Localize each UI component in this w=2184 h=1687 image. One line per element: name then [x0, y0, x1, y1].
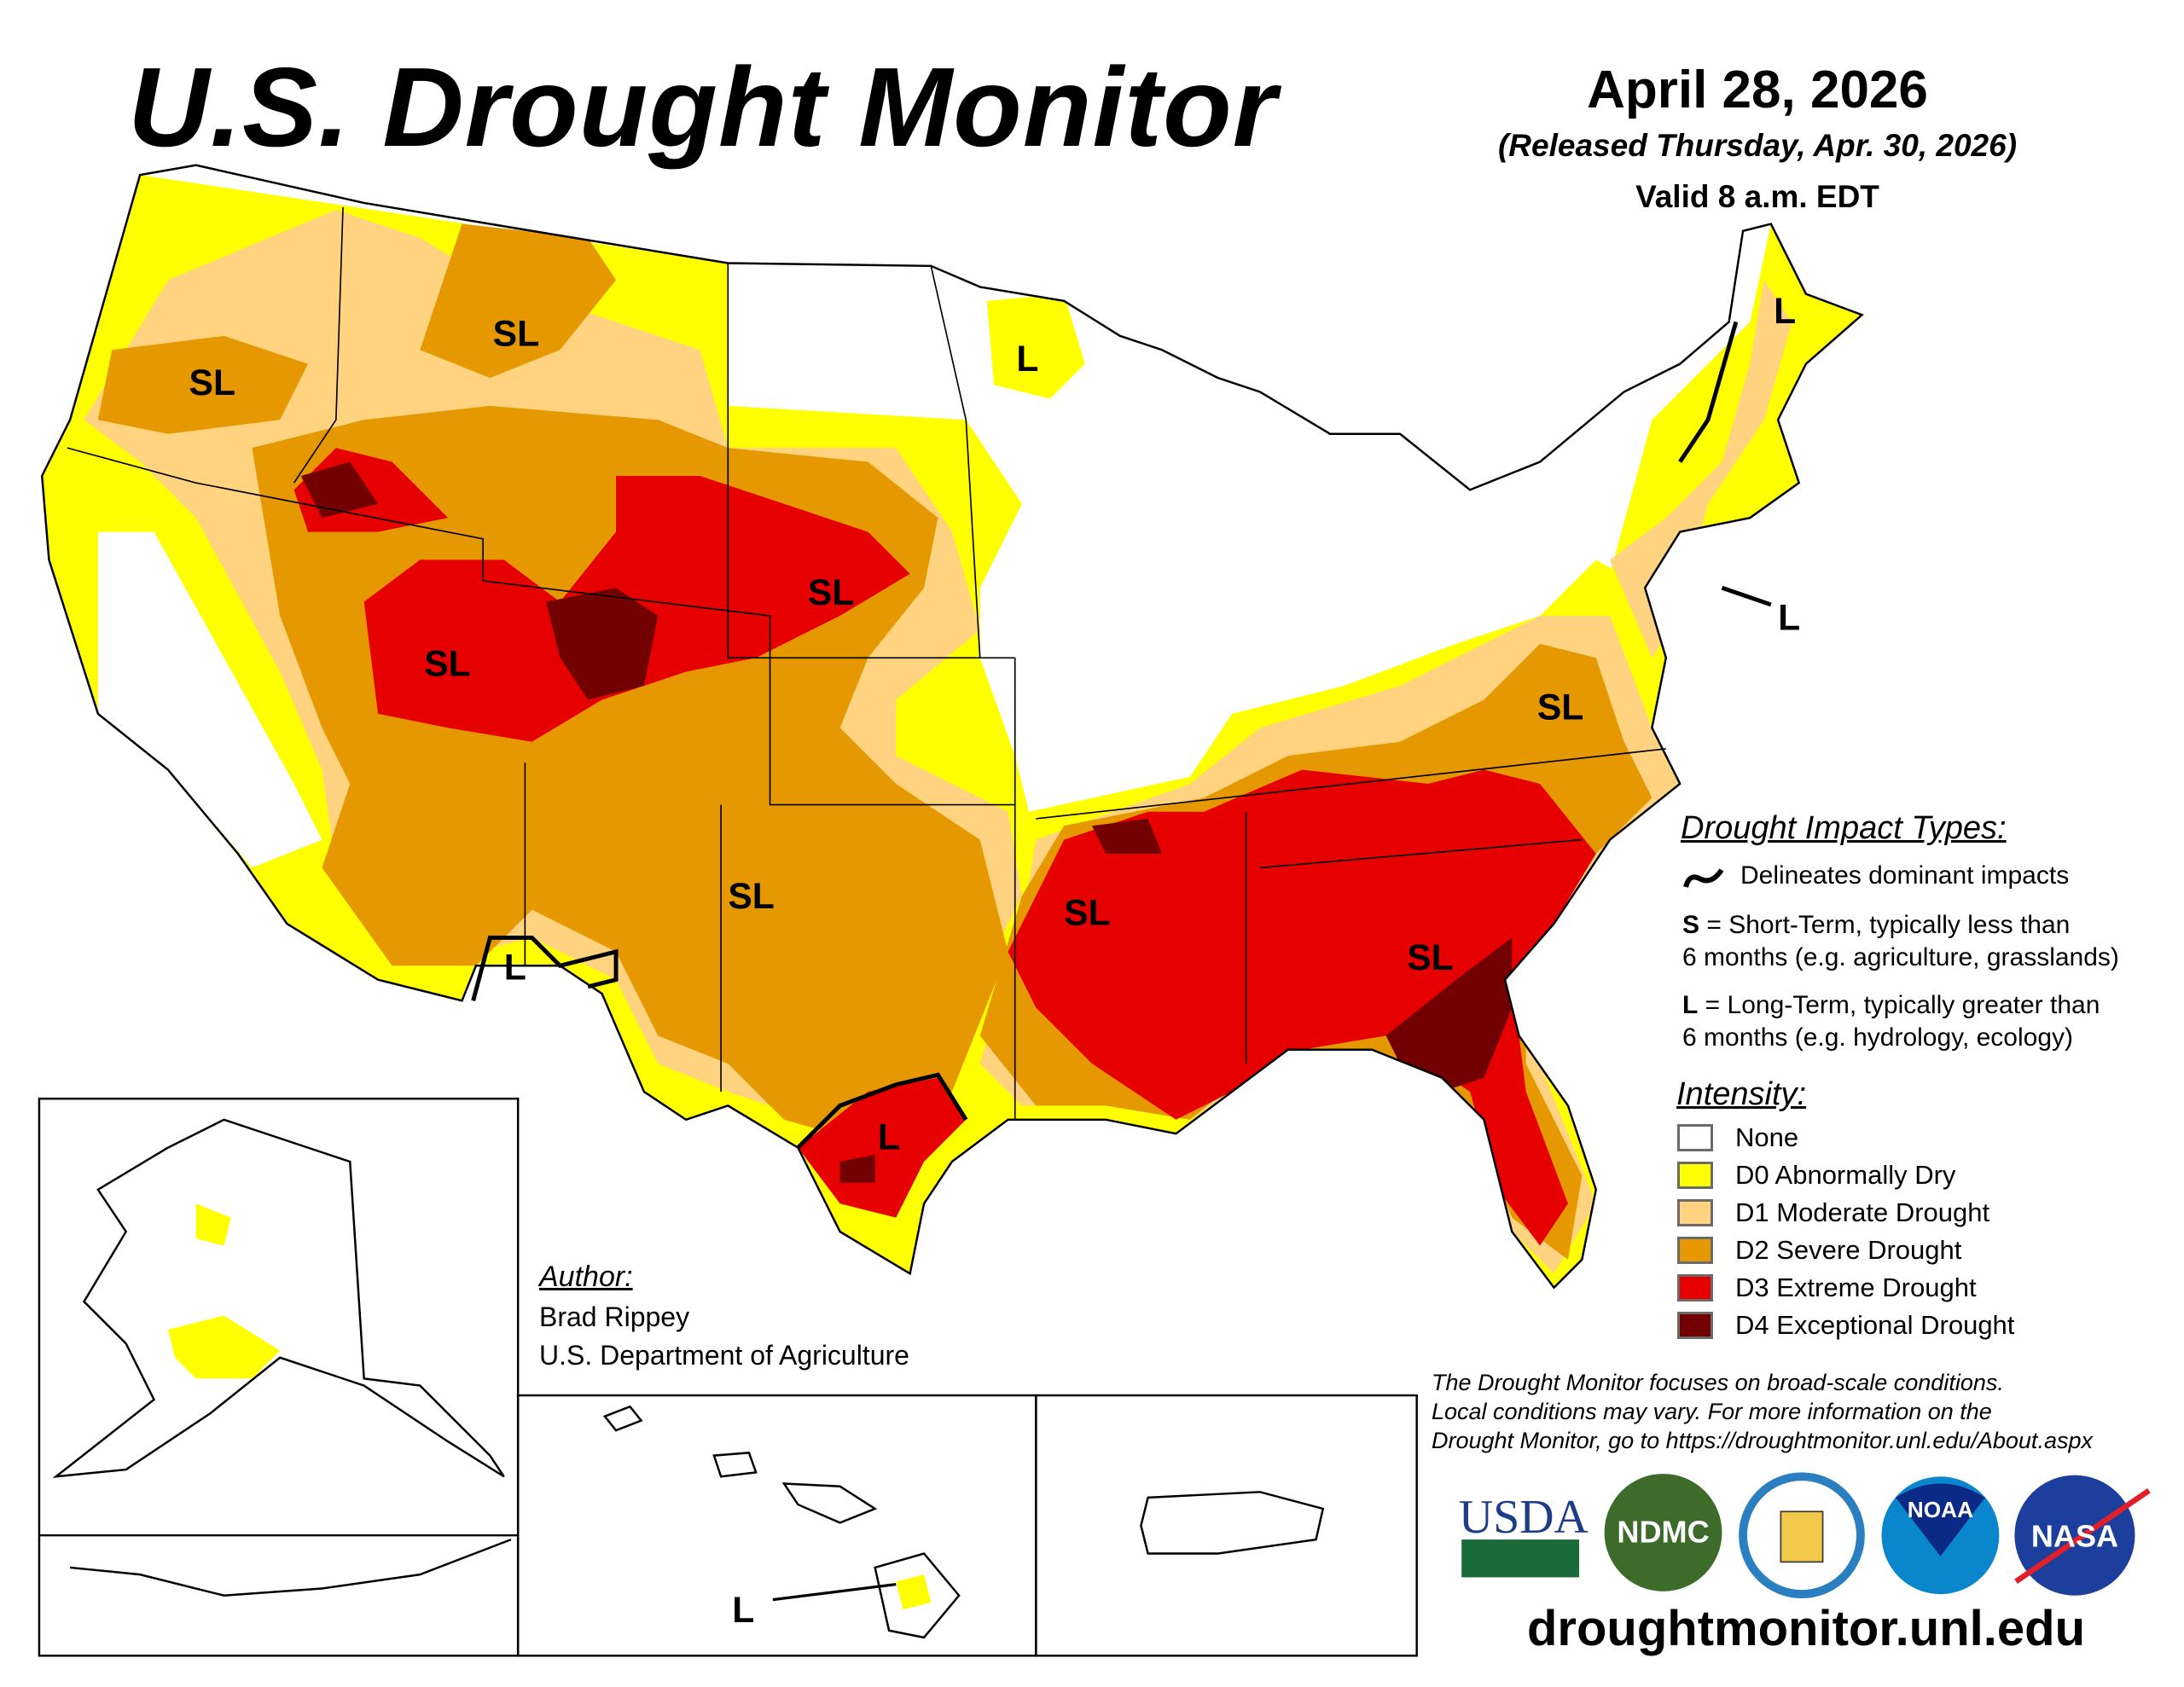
author-organization: U.S. Department of Agriculture [539, 1340, 909, 1371]
label-sl-utah: SL [424, 644, 471, 685]
author-title: Author: [539, 1261, 633, 1293]
footnote: The Drought Monitor focuses on broad-sca… [1432, 1368, 2093, 1455]
d4-area-texas [839, 1154, 875, 1183]
legend-item-d3: D3 Extreme Drought [1677, 1272, 1977, 1303]
d2-area-montana [420, 223, 617, 379]
ndmc-logo: NDMC [1604, 1473, 1722, 1591]
noaa-logo: NOAA [1881, 1476, 2000, 1595]
alaska-inset [38, 1097, 520, 1657]
map-date: April 28, 2026 [1587, 61, 1928, 119]
label-sl-oklahoma: SL [728, 876, 775, 917]
nasa-logo: NASA [2014, 1475, 2151, 1596]
legend-item-d1: D1 Moderate Drought [1677, 1197, 1989, 1228]
label-l-newmexico: L [504, 948, 526, 988]
legend-item-d0: D0 Abnormally Dry [1677, 1160, 1955, 1191]
label-sl-georgia: SL [1407, 937, 1454, 978]
impact-labels: SL SL SL SL SL SL SL SL L L L L L L [189, 291, 1801, 1631]
swatch-d0 [1677, 1162, 1713, 1189]
label-sl-montana: SL [493, 313, 540, 354]
commerce-logo [1739, 1472, 1865, 1599]
d0-area-minnesota [986, 293, 1085, 399]
d3-area-southeast [1008, 769, 1596, 1246]
impact-line-icon [1683, 868, 1724, 888]
swatch-d1 [1677, 1199, 1713, 1226]
d2-area-oregon [97, 335, 309, 434]
release-date: (Released Thursday, Apr. 30, 2026) [1497, 128, 2018, 163]
puerto-rico-inset [1035, 1394, 1418, 1657]
label-sl-nebraska: SL [808, 572, 855, 613]
impact-types-title: Drought Impact Types: [1681, 810, 2007, 846]
footnote-line[interactable]: Drought Monitor, go to https://droughtmo… [1432, 1428, 2093, 1453]
label-l-minnesota: L [1016, 339, 1038, 380]
label-sl-arkansas: SL [1064, 893, 1111, 934]
d4-area-idaho [300, 461, 379, 519]
state-boundaries [67, 206, 1666, 1120]
legend-item-d2: D2 Severe Drought [1677, 1235, 1961, 1266]
svg-text:NASA: NASA [2031, 1518, 2118, 1553]
svg-text:NOAA: NOAA [1908, 1497, 1973, 1522]
label-sl-oregon: SL [189, 362, 236, 403]
short-term-definition: S = Short-Term, typically less than 6 mon… [1682, 909, 2119, 974]
svg-text:NDMC: NDMC [1617, 1514, 1709, 1549]
author-name: Brad Rippey [539, 1301, 690, 1332]
drought-areas [42, 175, 1862, 1288]
page-title: U.S. Drought Monitor [128, 44, 1278, 170]
legend-item-none: None [1677, 1122, 1798, 1153]
footnote-line: The Drought Monitor focuses on broad-sca… [1432, 1370, 2004, 1395]
usda-logo: USDA [1459, 1491, 1589, 1578]
svg-text:USDA: USDA [1459, 1491, 1589, 1544]
long-term-definition: L = Long-Term, typically greater than 6 m… [1682, 989, 2100, 1054]
valid-time: Valid 8 a.m. EDT [1635, 179, 1879, 214]
d4-area-southeast [1385, 937, 1513, 1092]
s-key: S [1682, 911, 1700, 939]
legend-item-d4: D4 Exceptional Drought [1677, 1310, 2014, 1341]
d1-area-northeast [1610, 280, 1792, 658]
footnote-line: Local conditions may vary. For more info… [1432, 1399, 1992, 1424]
swatch-none [1677, 1124, 1713, 1151]
s-text: = Short-Term, typically less than [1699, 911, 2071, 939]
s-text2: 6 months (e.g. agriculture, grasslands) [1682, 943, 2119, 971]
l-text: = Long-Term, typically greater than [1698, 991, 2100, 1019]
swatch-d2 [1677, 1237, 1713, 1264]
swatch-d3 [1677, 1274, 1713, 1301]
d0-area-northeast [1610, 223, 1862, 574]
label-l-hawaii: L [732, 1590, 754, 1631]
l-key: L [1682, 991, 1699, 1019]
hawaii-inset [516, 1394, 1037, 1657]
d4-area-colorado [545, 588, 659, 700]
label-l-newengland: L [1778, 597, 1800, 638]
d4-area-arkansas [1091, 818, 1163, 855]
l-text2: 6 months (e.g. hydrology, ecology) [1682, 1023, 2074, 1052]
label-l-maine: L [1774, 291, 1796, 332]
intensity-title: Intensity: [1676, 1076, 1807, 1112]
label-l-texas: L [878, 1116, 900, 1157]
website-url[interactable]: droughtmonitor.unl.edu [1527, 1601, 2086, 1656]
none-area-california [97, 531, 322, 868]
label-sl-virginia: SL [1537, 687, 1584, 728]
swatch-d4 [1677, 1312, 1713, 1339]
delineates-text: Delineates dominant impacts [1740, 861, 2070, 890]
